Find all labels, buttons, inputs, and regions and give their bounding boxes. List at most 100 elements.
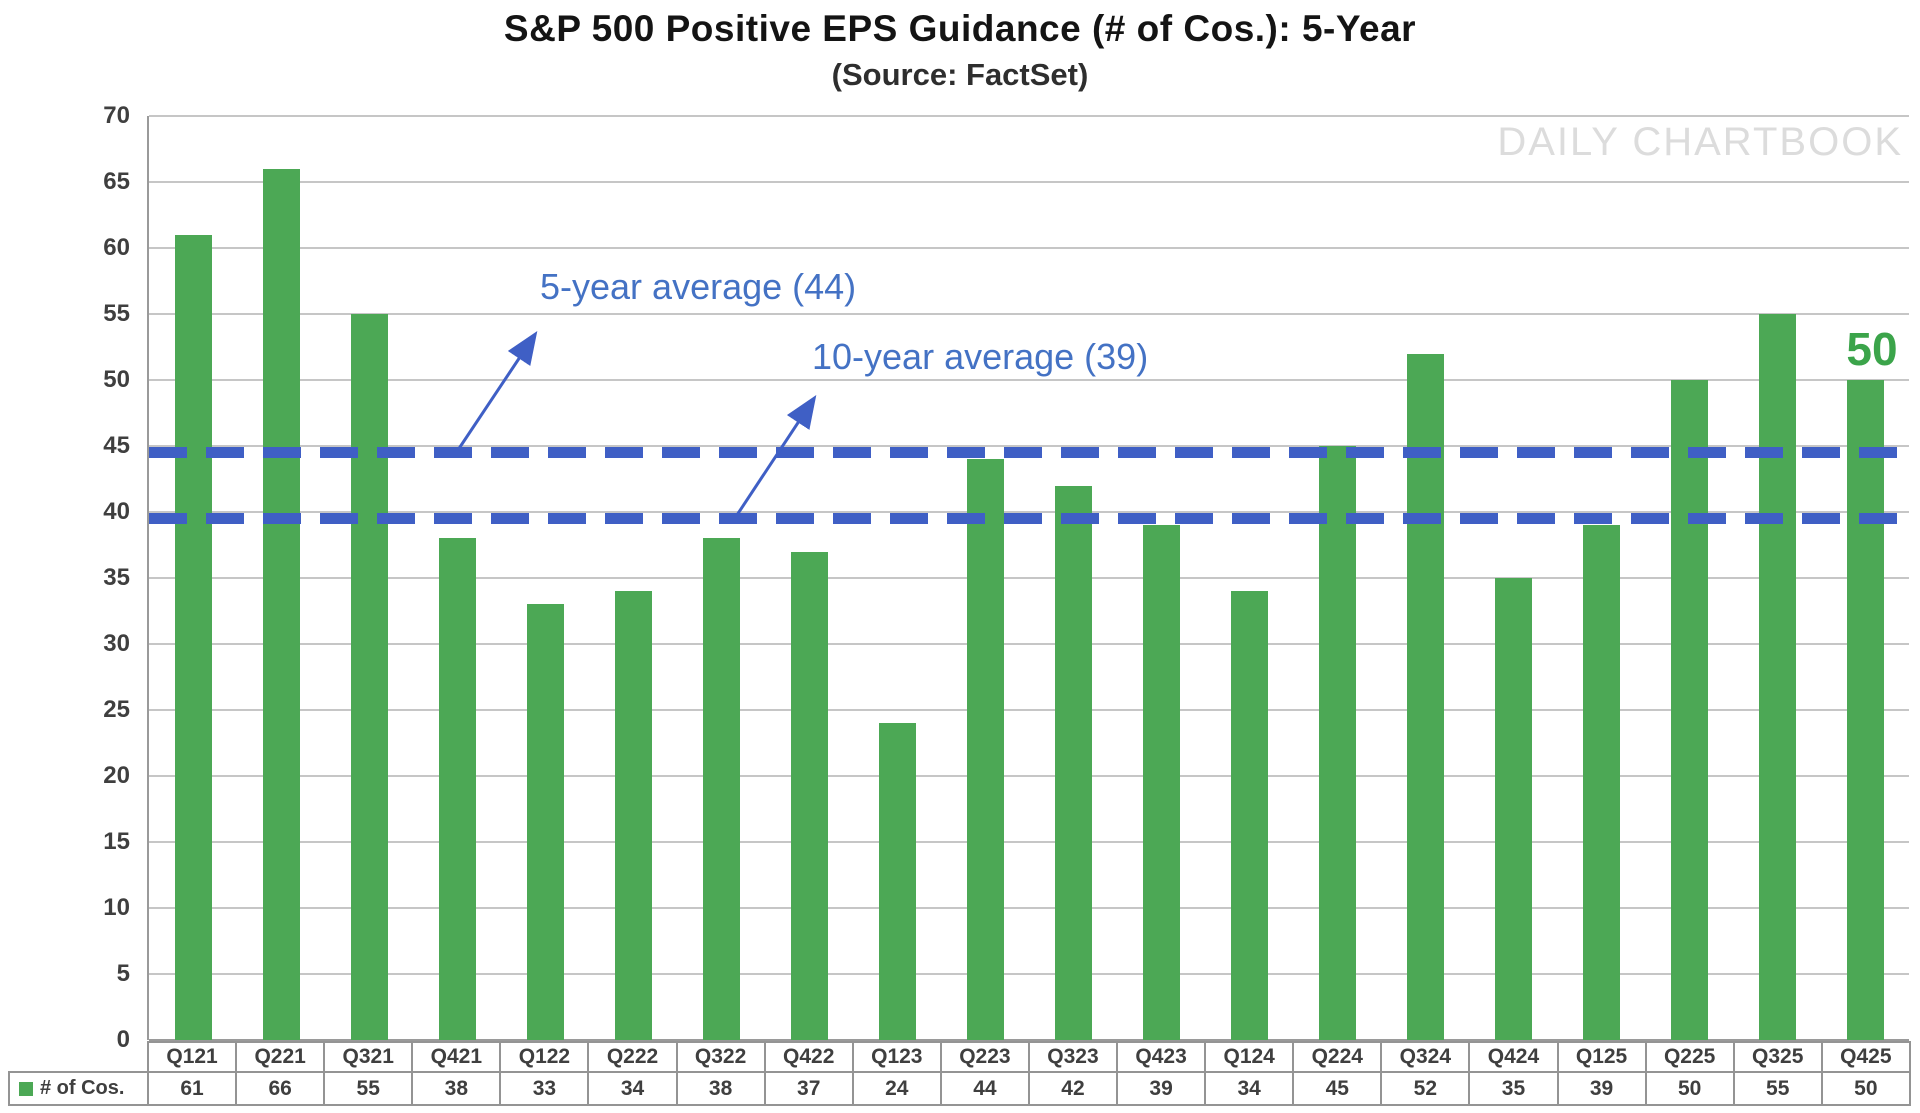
- table-category-cell: Q424: [1470, 1043, 1559, 1071]
- gridline-40: [149, 511, 1909, 513]
- reference-line-10yr: [149, 513, 1909, 525]
- table-value-cell: 38: [678, 1073, 766, 1104]
- gridline-65: [149, 181, 1909, 183]
- bar-Q221: [262, 168, 300, 1040]
- page-title: S&P 500 Positive EPS Guidance (# of Cos.…: [503, 8, 1417, 49]
- table-value-cell: 37: [766, 1073, 854, 1104]
- reference-line-5yr: [149, 447, 1909, 459]
- table-category-cell: Q225: [1647, 1043, 1735, 1071]
- y-tick-label: 20: [103, 762, 130, 789]
- annotation-label-5yr-average: 5-year average (44): [540, 266, 857, 307]
- table-value-cell: 50: [1647, 1073, 1735, 1104]
- table-value-cell: 45: [1294, 1073, 1383, 1104]
- y-tick-label: 15: [103, 828, 130, 855]
- gridline-0: [149, 1039, 1909, 1041]
- table-category-cell: Q125: [1559, 1043, 1647, 1071]
- bar-Q123: [878, 723, 916, 1040]
- table-category-cell: Q124: [1206, 1043, 1295, 1071]
- table-value-cell: 33: [501, 1073, 590, 1104]
- table-value-cell: 50: [1854, 1076, 1878, 1100]
- bar-Q122: [526, 604, 564, 1040]
- bar-Q325: [1758, 314, 1796, 1040]
- table-category-cell: Q122: [501, 1043, 590, 1071]
- gridline-45: [149, 445, 1909, 447]
- gridline-5: [149, 973, 1909, 975]
- series-color-swatch-icon: [19, 1081, 33, 1096]
- gridline-30: [149, 643, 1909, 645]
- gridline-10: [149, 907, 1909, 909]
- data-table-value-row: # of Cos. 61 66 55 38 33 34 38 37 24 44 42 39 34 45 52…: [8, 1071, 1911, 1106]
- table-category-cell: Q425: [1840, 1045, 1892, 1068]
- bar-Q425: [1846, 380, 1884, 1040]
- legend-cell: # of Cos.: [10, 1073, 149, 1104]
- table-category-cell: Q123: [854, 1043, 942, 1071]
- gridline-20: [149, 775, 1909, 777]
- table-value-cell: 38: [413, 1073, 502, 1104]
- table-value-cell: 55: [325, 1073, 414, 1104]
- bar-Q121: [174, 234, 212, 1040]
- table-value-cell: 24: [854, 1073, 942, 1104]
- bar-Q324: [1406, 353, 1444, 1040]
- data-table-category-row: Q121 Q221 Q321 Q421 Q122 Q222 Q322 Q422 Q123 Q223…: [147, 1041, 1911, 1073]
- y-tick-label: 5: [116, 960, 130, 987]
- gridline-15: [149, 841, 1909, 843]
- y-tick-label: 25: [103, 696, 130, 723]
- y-tick-label: 55: [103, 300, 130, 327]
- table-value-cell: 34: [589, 1073, 678, 1104]
- y-tick-label: 35: [103, 564, 130, 591]
- table-category-cell: Q322: [678, 1043, 766, 1071]
- table-category-cell: Q321: [325, 1043, 414, 1071]
- table-category-cell: Q223: [942, 1043, 1030, 1071]
- bar-Q223: [966, 459, 1004, 1040]
- y-axis-line: [147, 116, 149, 1040]
- y-tick-label: 10: [103, 894, 130, 921]
- y-tick-label: 0: [116, 1026, 130, 1053]
- watermark: DAILY CHARTBOOK: [1497, 120, 1903, 164]
- bar-Q424: [1494, 578, 1532, 1040]
- table-value-cell: 44: [942, 1073, 1030, 1104]
- table-category-cell: Q221: [237, 1043, 326, 1071]
- bar-Q124: [1230, 591, 1268, 1040]
- bar-Q321: [350, 314, 388, 1040]
- legend-series-label: # of Cos.: [40, 1077, 125, 1099]
- table-category-cell: Q324: [1382, 1043, 1471, 1071]
- bar-Q421: [438, 538, 476, 1040]
- bar-Q222: [614, 591, 652, 1040]
- table-value-cell: 39: [1559, 1073, 1647, 1104]
- y-tick-label: 40: [103, 498, 130, 525]
- y-tick-label: 50: [103, 366, 130, 393]
- y-tick-label: 70: [103, 102, 130, 129]
- y-tick-label: 60: [103, 234, 130, 261]
- bar-Q322: [702, 538, 740, 1040]
- table-category-cell: Q121: [149, 1043, 238, 1071]
- y-tick-label: 45: [103, 432, 130, 459]
- table-category-cell: Q422: [766, 1043, 854, 1071]
- bar-Q224: [1318, 446, 1356, 1040]
- y-tick-label: 65: [103, 168, 130, 195]
- table-category-cell: Q325: [1735, 1043, 1823, 1071]
- table-value-cell: 39: [1118, 1073, 1207, 1104]
- table-value-cell: 61: [149, 1073, 238, 1104]
- bar-Q125: [1582, 525, 1620, 1040]
- table-value-cell: 52: [1382, 1073, 1471, 1104]
- page-subtitle: (Source: FactSet): [831, 57, 1089, 92]
- bar-Q323: [1054, 485, 1092, 1040]
- bar-Q225: [1670, 380, 1708, 1040]
- gridline-25: [149, 709, 1909, 711]
- last-bar-value-label: 50: [1846, 323, 1898, 375]
- gridline-55: [149, 313, 1909, 315]
- table-value-cell: 42: [1030, 1073, 1119, 1104]
- bar-Q423: [1142, 525, 1180, 1040]
- bar-Q422: [790, 551, 828, 1040]
- table-value-cell: 66: [237, 1073, 326, 1104]
- table-category-cell: Q222: [589, 1043, 678, 1071]
- table-category-cell: Q224: [1294, 1043, 1383, 1071]
- table-category-cell: Q423: [1118, 1043, 1207, 1071]
- annotation-label-10yr-average: 10-year average (39): [812, 336, 1149, 377]
- y-tick-label: 30: [103, 630, 130, 657]
- gridline-50: [149, 379, 1909, 381]
- table-value-cell: 55: [1735, 1073, 1823, 1104]
- gridline-60: [149, 247, 1909, 249]
- table-value-cell: 34: [1206, 1073, 1295, 1104]
